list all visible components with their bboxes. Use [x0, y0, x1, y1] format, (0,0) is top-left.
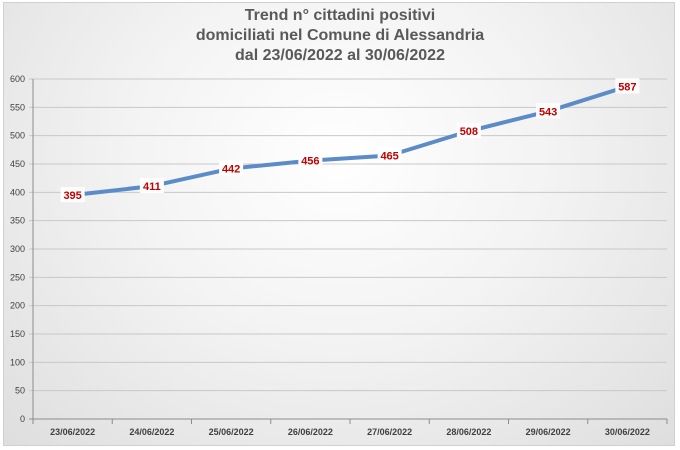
data-label-box [615, 78, 640, 94]
data-label-text: 587 [618, 81, 636, 93]
y-tick-label: 100 [10, 357, 25, 367]
data-label-text: 395 [63, 190, 81, 202]
chart-title-line-1: Trend n° cittadini positivi [244, 7, 436, 24]
gridlines [29, 78, 667, 424]
x-tick-label: 28/06/2022 [446, 427, 491, 437]
y-tick-label: 0 [20, 414, 25, 424]
data-label-text: 543 [539, 106, 557, 118]
data-label-box [377, 147, 402, 163]
chart-title-line-3: dal 23/06/2022 al 30/06/2022 [235, 47, 445, 64]
y-tick-label: 200 [10, 301, 25, 311]
data-label: 543 [536, 103, 561, 119]
x-tick-label: 29/06/2022 [526, 427, 571, 437]
series-layer [70, 84, 630, 198]
y-tick-label: 150 [10, 329, 25, 339]
y-axis-ticks: 0 50 100 150 200 250 300 350 400 450 500 550 600 [10, 74, 25, 424]
data-label-box [456, 123, 481, 139]
y-tick-label: 400 [10, 187, 25, 197]
data-label-text: 465 [380, 151, 398, 163]
x-tick-label: 30/06/2022 [605, 427, 650, 437]
y-tick-label: 50 [15, 386, 25, 396]
data-label-box [219, 160, 244, 176]
data-label: 465 [377, 147, 402, 163]
y-tick-label: 450 [10, 159, 25, 169]
x-axis-ticks: 23/06/2022 24/06/2022 25/06/2022 26/06/2022… [32, 419, 668, 437]
data-label: 456 [298, 152, 323, 168]
chart-title-line-2: domiciliati nel Comune di Alessandria [195, 27, 485, 44]
data-label-box [139, 178, 164, 194]
data-label: 395 [60, 187, 85, 203]
data-label-box [298, 152, 323, 168]
y-tick-label: 550 [10, 102, 25, 112]
data-label-text: 456 [301, 156, 319, 168]
data-label-box [60, 187, 85, 203]
chart-area [3, 2, 675, 446]
y-tick-label: 350 [10, 216, 25, 226]
data-label: 411 [139, 178, 164, 194]
data-label-text: 411 [143, 181, 161, 193]
x-tick-label: 24/06/2022 [129, 427, 174, 437]
data-label: 442 [219, 160, 244, 176]
series-line [70, 84, 630, 198]
x-tick-label: 23/06/2022 [50, 427, 95, 437]
y-tick-label: 600 [10, 74, 25, 84]
y-tick-label: 500 [10, 131, 25, 141]
data-label-box [536, 103, 561, 119]
data-label-text: 442 [222, 164, 240, 176]
data-label: 587 [615, 78, 640, 94]
x-tick-label: 25/06/2022 [209, 427, 254, 437]
chart-title: Trend n° cittadini positivi domiciliati … [0, 6, 680, 66]
data-labels: 395 411 442 456 465 508 543 587 [60, 78, 640, 203]
y-tick-label: 300 [10, 244, 25, 254]
y-tick-label: 250 [10, 272, 25, 282]
data-label: 508 [456, 123, 481, 139]
x-tick-label: 27/06/2022 [367, 427, 412, 437]
data-label-text: 508 [460, 126, 478, 138]
x-tick-label: 26/06/2022 [288, 427, 333, 437]
